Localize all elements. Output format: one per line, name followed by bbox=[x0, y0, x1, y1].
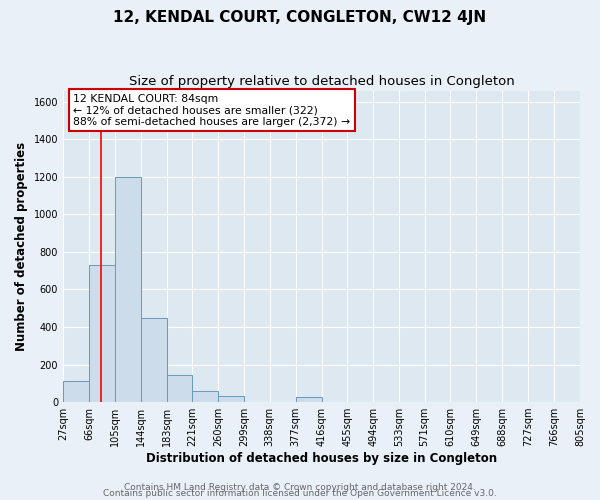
Bar bbox=[167, 375, 192, 402]
Text: 12, KENDAL COURT, CONGLETON, CW12 4JN: 12, KENDAL COURT, CONGLETON, CW12 4JN bbox=[113, 10, 487, 25]
Bar bbox=[218, 396, 244, 402]
Title: Size of property relative to detached houses in Congleton: Size of property relative to detached ho… bbox=[128, 75, 514, 88]
X-axis label: Distribution of detached houses by size in Congleton: Distribution of detached houses by size … bbox=[146, 452, 497, 465]
Bar bbox=[296, 398, 322, 402]
Y-axis label: Number of detached properties: Number of detached properties bbox=[15, 142, 28, 351]
Text: 12 KENDAL COURT: 84sqm
← 12% of detached houses are smaller (322)
88% of semi-de: 12 KENDAL COURT: 84sqm ← 12% of detached… bbox=[73, 94, 350, 127]
Bar bbox=[63, 382, 89, 402]
Text: Contains public sector information licensed under the Open Government Licence v3: Contains public sector information licen… bbox=[103, 490, 497, 498]
Bar bbox=[115, 177, 141, 402]
Bar bbox=[89, 265, 115, 402]
Text: Contains HM Land Registry data © Crown copyright and database right 2024.: Contains HM Land Registry data © Crown c… bbox=[124, 484, 476, 492]
Bar bbox=[141, 318, 167, 402]
Bar bbox=[192, 391, 218, 402]
